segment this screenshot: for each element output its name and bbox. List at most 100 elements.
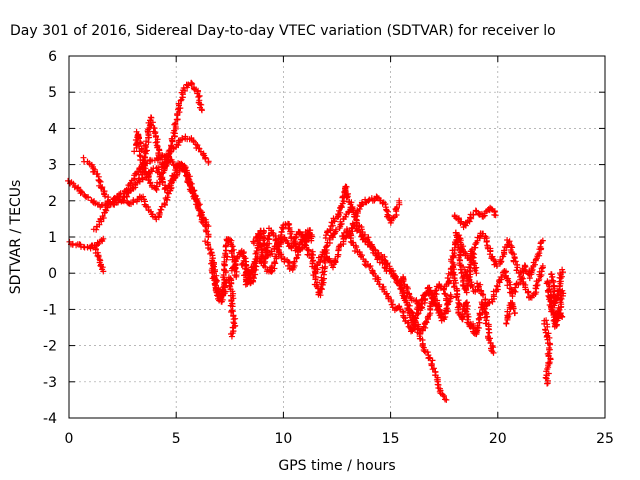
data-point: [228, 333, 235, 340]
data-point: [328, 219, 335, 226]
data-point: [161, 200, 168, 207]
data-point: [195, 145, 202, 152]
data-point: [466, 264, 472, 271]
data-point: [251, 238, 257, 245]
data-point: [156, 209, 163, 216]
data-point: [557, 270, 563, 277]
data-point: [278, 254, 285, 261]
data-point: [189, 80, 196, 87]
data-point: [559, 287, 566, 294]
data-point: [210, 262, 216, 269]
data-point: [473, 270, 480, 277]
data-point: [437, 312, 444, 319]
data-point: [100, 235, 107, 242]
data-point: [383, 261, 390, 267]
data-point: [190, 190, 197, 197]
data-point: [202, 155, 209, 162]
data-point: [202, 219, 209, 225]
data-point: [366, 263, 373, 270]
data-point: [349, 205, 356, 212]
data-point: [316, 289, 323, 296]
data-point: [524, 289, 531, 296]
data-point: [469, 284, 476, 290]
data-point: [377, 197, 384, 204]
data-point: [497, 256, 504, 263]
x-tick-label: 15: [382, 431, 400, 447]
data-point: [221, 266, 227, 273]
data-point: [333, 226, 339, 233]
data-point: [486, 300, 493, 306]
data-point: [196, 201, 203, 208]
data-point: [353, 244, 360, 251]
data-point: [450, 253, 457, 260]
data-point: [286, 266, 293, 272]
data-point: [272, 237, 279, 244]
data-point: [440, 286, 447, 293]
data-point: [242, 265, 249, 272]
data-point: [110, 195, 117, 202]
data-point: [344, 194, 351, 201]
data-point: [266, 225, 272, 232]
data-point: [514, 264, 521, 271]
data-point: [230, 319, 237, 326]
data-point: [548, 271, 555, 278]
y-tick-label: 4: [48, 121, 57, 137]
data-point: [545, 289, 552, 296]
data-point: [255, 236, 261, 243]
data-point: [463, 286, 470, 293]
data-point: [193, 196, 199, 203]
data-point: [188, 80, 194, 87]
data-point: [301, 237, 308, 244]
data-point: [443, 396, 450, 403]
data-point: [512, 284, 519, 291]
data-point: [480, 292, 487, 298]
data-point: [214, 277, 221, 284]
data-point: [327, 258, 334, 265]
data-point: [323, 250, 330, 257]
data-point: [336, 207, 342, 214]
data-point: [191, 86, 198, 93]
data-point: [476, 310, 483, 317]
data-point: [168, 142, 174, 149]
data-point: [286, 224, 293, 231]
data-point: [559, 313, 566, 320]
data-point: [473, 328, 480, 335]
data-point: [467, 214, 473, 221]
data-point: [354, 213, 361, 220]
data-point: [534, 251, 541, 258]
data-point: [418, 300, 425, 307]
x-tick-label: 0: [65, 431, 74, 447]
data-point: [479, 230, 486, 237]
data-point: [205, 234, 212, 240]
data-point: [195, 94, 202, 100]
data-point: [104, 203, 111, 210]
data-point: [358, 233, 365, 240]
data-point: [503, 320, 510, 327]
data-point: [229, 265, 235, 272]
data-point: [553, 322, 560, 329]
data-point: [510, 305, 517, 312]
data-point: [337, 218, 344, 225]
data-point: [195, 87, 201, 94]
data-point: [430, 295, 437, 302]
y-tick-label: -2: [43, 339, 57, 355]
data-point: [539, 262, 546, 269]
data-point: [392, 273, 399, 280]
data-point: [120, 197, 127, 204]
data-point: [149, 168, 155, 175]
data-point: [544, 380, 551, 387]
y-tick-label: -3: [43, 375, 57, 391]
data-point: [510, 258, 517, 265]
x-axis-label: GPS time / hours: [278, 458, 395, 474]
data-point: [106, 199, 113, 206]
data-point: [330, 264, 336, 271]
data-point: [559, 266, 566, 273]
data-point: [362, 231, 368, 238]
data-points: [65, 79, 567, 403]
data-point: [287, 230, 294, 237]
x-tick-labels: 0 5 10 15 20 25: [65, 431, 614, 447]
data-point: [490, 349, 497, 356]
data-point: [260, 255, 267, 262]
data-point: [400, 278, 407, 285]
data-point: [521, 262, 528, 269]
